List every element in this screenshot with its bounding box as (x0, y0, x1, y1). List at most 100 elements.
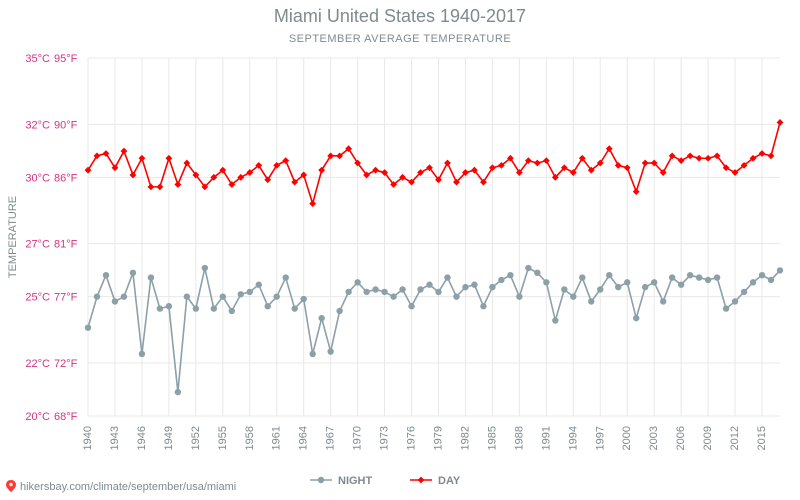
series-marker (408, 303, 414, 309)
series-marker (651, 279, 657, 285)
series-marker (372, 286, 378, 292)
series-marker (274, 293, 280, 299)
xtick-label: 1958 (244, 426, 256, 450)
series-marker (507, 272, 513, 278)
series-marker (94, 293, 100, 299)
series-marker (642, 284, 648, 290)
series-marker (570, 293, 576, 299)
xtick-label: 2012 (729, 426, 741, 450)
series-marker (723, 305, 729, 311)
series-marker (777, 267, 783, 273)
xtick-label: 2015 (756, 426, 768, 450)
series-marker (624, 279, 630, 285)
series-marker (85, 324, 91, 330)
xtick-label: 1994 (567, 426, 579, 450)
xtick-label: 1970 (352, 426, 364, 450)
series-marker (435, 289, 441, 295)
series-marker (759, 272, 765, 278)
series-marker (597, 286, 603, 292)
ytick-celsius: 35°C (25, 53, 50, 65)
series-marker (130, 270, 136, 276)
ytick-fahrenheit: 77°F (54, 292, 78, 304)
series-marker (247, 289, 253, 295)
ytick-fahrenheit: 90°F (54, 119, 78, 131)
series-marker (750, 279, 756, 285)
ytick-fahrenheit: 95°F (54, 53, 78, 65)
source-text: hikersbay.com/climate/september/usa/miam… (20, 481, 236, 493)
xtick-label: 1955 (217, 426, 229, 450)
series-marker (498, 277, 504, 283)
chart-title: Miami United States 1940-2017 (274, 6, 526, 26)
xtick-label: 2003 (648, 426, 660, 450)
xtick-label: 1991 (540, 426, 552, 450)
series-marker (741, 289, 747, 295)
xtick-label: 2006 (675, 426, 687, 450)
xtick-label: 1976 (406, 426, 418, 450)
series-marker (399, 286, 405, 292)
series-marker (300, 296, 306, 302)
chart-container: Miami United States 1940-2017 SEPTEMBER A… (0, 0, 800, 500)
series-marker (220, 293, 226, 299)
series-marker (112, 298, 118, 304)
series-marker (633, 315, 639, 321)
ytick-celsius: 27°C (25, 239, 50, 251)
series-marker (714, 274, 720, 280)
series-marker (579, 274, 585, 280)
legend-night-label: NIGHT (338, 475, 373, 487)
series-marker (417, 286, 423, 292)
xtick-label: 1988 (513, 426, 525, 450)
series-marker (184, 293, 190, 299)
chart-subtitle: SEPTEMBER AVERAGE TEMPERATURE (289, 33, 511, 45)
series-marker (390, 293, 396, 299)
xtick-label: 1967 (325, 426, 337, 450)
series-marker (318, 315, 324, 321)
ytick-fahrenheit: 86°F (54, 172, 78, 184)
source: hikersbay.com/climate/september/usa/miam… (6, 480, 236, 493)
series-marker (309, 351, 315, 357)
series-marker (345, 289, 351, 295)
ytick-celsius: 32°C (25, 119, 50, 131)
series-marker (327, 348, 333, 354)
xtick-label: 1952 (190, 426, 202, 450)
series-marker (543, 279, 549, 285)
series-marker (705, 277, 711, 283)
series-marker (292, 305, 298, 311)
series-marker (489, 284, 495, 290)
series-marker (238, 291, 244, 297)
series-marker (615, 284, 621, 290)
series-marker (354, 279, 360, 285)
xtick-label: 1985 (486, 426, 498, 450)
ytick-celsius: 22°C (25, 358, 50, 370)
ytick-celsius: 20°C (25, 411, 50, 423)
series-marker (229, 308, 235, 314)
xtick-label: 1940 (82, 426, 94, 450)
series-marker (480, 303, 486, 309)
series-marker (471, 282, 477, 288)
xtick-label: 1997 (594, 426, 606, 450)
series-marker (669, 274, 675, 280)
series-marker (687, 272, 693, 278)
series-marker (202, 265, 208, 271)
yaxis-label: TEMPERATURE (7, 196, 19, 278)
xtick-label: 1979 (432, 426, 444, 450)
series-marker (336, 308, 342, 314)
ytick-fahrenheit: 72°F (54, 358, 78, 370)
series-marker (381, 289, 387, 295)
ytick-fahrenheit: 68°F (54, 411, 78, 423)
series-marker (453, 293, 459, 299)
series-marker (525, 265, 531, 271)
xtick-label: 1943 (109, 426, 121, 450)
xtick-label: 1946 (136, 426, 148, 450)
series-marker (256, 282, 262, 288)
series-marker (678, 282, 684, 288)
series-marker (157, 305, 163, 311)
xtick-label: 2000 (621, 426, 633, 450)
xtick-label: 1949 (163, 426, 175, 450)
xtick-label: 1982 (459, 426, 471, 450)
series-marker (462, 284, 468, 290)
series-marker (426, 282, 432, 288)
series-marker (696, 274, 702, 280)
series-marker (175, 389, 181, 395)
series-marker (363, 289, 369, 295)
series-marker (552, 317, 558, 323)
